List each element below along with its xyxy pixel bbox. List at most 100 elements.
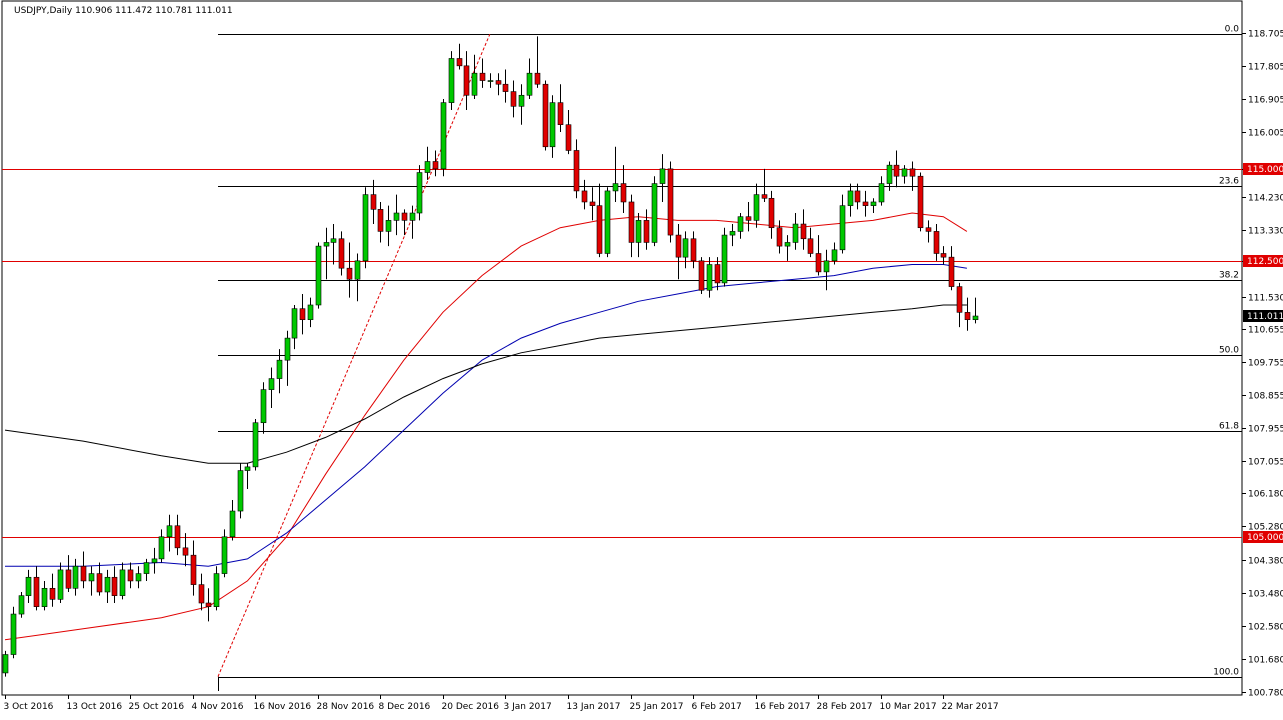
candle — [870, 198, 877, 214]
price-tick-label: 102.580 — [1248, 623, 1283, 633]
candle — [573, 139, 580, 199]
candle — [104, 569, 111, 604]
fibonacci-retracement[interactable]: 0.0 23.6 38.2 50.0 61.8 100.0 — [217, 25, 1242, 692]
candle — [925, 220, 932, 243]
candle — [690, 231, 697, 269]
candle — [409, 205, 416, 239]
candle — [753, 183, 760, 228]
candle — [10, 606, 17, 659]
time-tick-label: 6 Feb 2017 — [692, 702, 742, 712]
time-tick-label: 4 Nov 2016 — [192, 702, 244, 712]
candle — [119, 562, 126, 600]
candle — [174, 514, 181, 556]
price-tick-label: 107.955 — [1248, 425, 1283, 435]
candle — [823, 249, 830, 291]
candle — [471, 54, 478, 99]
horizontal-lines[interactable] — [2, 169, 1242, 538]
candle — [158, 529, 165, 563]
candle — [761, 168, 768, 202]
candle — [643, 209, 650, 250]
fib-level-label: 100.0 — [1213, 668, 1239, 678]
time-tick-label: 8 Dec 2016 — [379, 702, 431, 712]
candle — [244, 463, 251, 489]
level-price-tag — [1243, 163, 1283, 175]
candle — [377, 201, 384, 243]
candle — [831, 242, 838, 265]
candle — [854, 183, 861, 210]
price-tick-label: 109.755 — [1248, 359, 1283, 369]
candle — [221, 529, 228, 578]
candle — [237, 463, 244, 519]
time-tick-label: 28 Feb 2017 — [817, 702, 873, 712]
candle — [667, 161, 674, 243]
candle — [182, 533, 189, 567]
candle — [589, 187, 596, 221]
candle — [440, 98, 447, 177]
candle — [839, 194, 846, 254]
candle — [135, 566, 142, 589]
price-tick-label: 113.330 — [1248, 227, 1283, 237]
moving-averages — [4, 212, 968, 641]
price-tick-label: 108.855 — [1248, 392, 1283, 402]
candle — [847, 183, 854, 217]
candle — [534, 36, 541, 88]
candle — [307, 297, 314, 328]
candle — [502, 69, 509, 103]
candle — [487, 73, 494, 88]
candle — [276, 349, 283, 394]
candle — [96, 562, 103, 596]
candle — [620, 165, 627, 214]
candle — [72, 558, 79, 596]
candle — [933, 224, 940, 261]
candle — [737, 213, 744, 239]
fib-level-label: 38.2 — [1219, 271, 1239, 281]
level-price-tag-label: 112.500 — [1247, 257, 1283, 267]
candle — [557, 84, 564, 133]
time-tick-label: 16 Feb 2017 — [755, 702, 811, 712]
candle — [41, 580, 48, 611]
candle — [385, 205, 392, 247]
candle — [729, 224, 736, 247]
candle — [127, 562, 134, 589]
candle — [542, 80, 549, 151]
candle — [229, 499, 236, 541]
price-tick-label: 105.280 — [1248, 523, 1283, 533]
candle — [299, 293, 306, 335]
time-tick-label: 20 Dec 2016 — [442, 702, 500, 712]
candle — [80, 551, 87, 589]
candle — [456, 43, 463, 70]
candle — [714, 257, 721, 291]
candle — [596, 183, 603, 258]
candle — [901, 165, 908, 184]
candle — [260, 382, 267, 434]
candle — [878, 176, 885, 206]
price-axis[interactable]: 118.705 117.805 116.905 116.005 115.000 114.2… — [1242, 30, 1283, 699]
candle — [792, 213, 799, 250]
candle — [628, 194, 635, 258]
candle — [635, 213, 642, 258]
current-price-tag — [1243, 310, 1283, 322]
candle — [424, 146, 431, 180]
candle — [354, 253, 361, 302]
candle — [370, 179, 377, 225]
candle — [323, 227, 330, 280]
price-tick-label: 111.530 — [1248, 294, 1283, 304]
candle — [362, 187, 369, 269]
candle — [784, 235, 791, 261]
price-tick-label: 100.780 — [1248, 689, 1283, 699]
time-tick-label: 13 Oct 2016 — [67, 702, 123, 712]
time-axis[interactable]: 3 Oct 2016 13 Oct 2016 25 Oct 2016 4 Nov 20… — [4, 695, 999, 712]
candle — [252, 419, 259, 471]
price-tick-label: 116.905 — [1248, 96, 1283, 106]
candle — [518, 84, 525, 125]
chart-frame — [1, 0, 1243, 696]
candle — [198, 573, 205, 611]
level-price-tag-label: 105.000 — [1247, 533, 1283, 543]
candle — [909, 161, 916, 191]
candle — [393, 194, 400, 236]
symbol-info: USDJPY,Daily 110.906 111.472 110.781 111… — [14, 6, 233, 16]
price-tick-label: 101.680 — [1248, 656, 1283, 666]
level-price-tag — [1243, 531, 1283, 543]
